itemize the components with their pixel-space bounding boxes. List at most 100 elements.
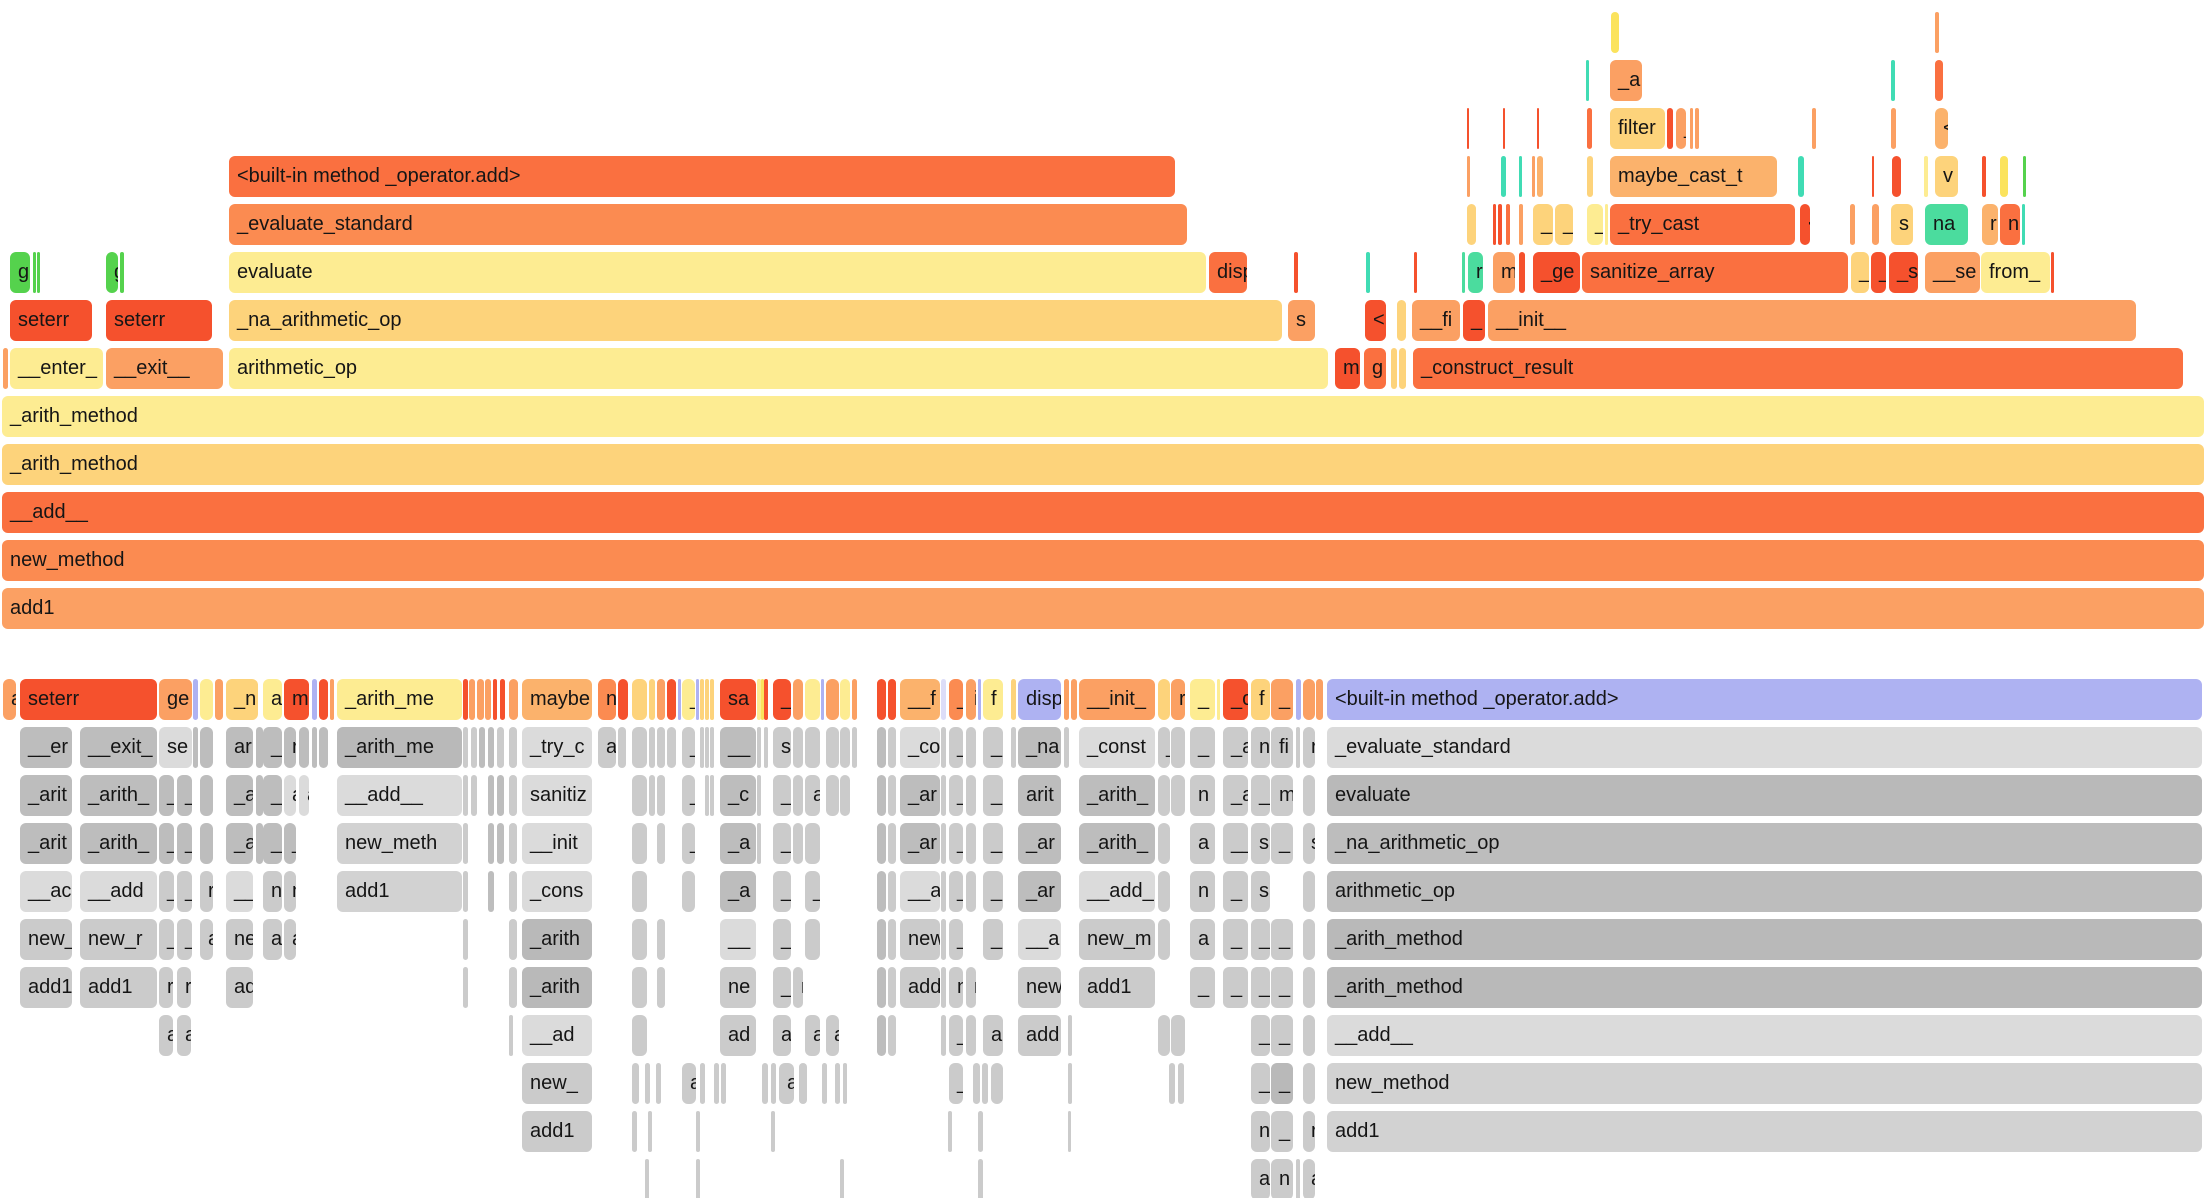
frame-bar-g[interactable]: g [9, 252, 30, 293]
frame-bar-_[interactable]: _ [177, 775, 192, 816]
frame-bar-sliver[interactable] [941, 775, 946, 816]
frame-bar-_arith_[interactable]: _arith_ [1079, 775, 1155, 816]
frame-bar-sliver[interactable] [1667, 108, 1673, 149]
frame-bar-sliver[interactable] [667, 679, 676, 720]
frame-bar-__add__[interactable]: __add__ [1327, 1015, 2202, 1056]
frame-bar-na[interactable]: na [1925, 204, 1968, 245]
frame-bar-__ac[interactable]: __ac [20, 871, 72, 912]
frame-bar-sliver[interactable] [805, 919, 820, 960]
frame-bar-new_method[interactable]: new_method [1, 540, 2204, 581]
frame-bar-_[interactable]: _ [773, 775, 791, 816]
frame-bar-a[interactable]: a [159, 1015, 173, 1056]
frame-bar-_[interactable]: _ [159, 919, 174, 960]
frame-bar-_a[interactable]: _a [720, 871, 756, 912]
frame-bar-sliver[interactable] [632, 871, 647, 912]
frame-bar-_ar[interactable]: _ar [900, 823, 940, 864]
frame-bar-_[interactable]: _ [773, 967, 791, 1008]
frame-bar-sliver[interactable] [1178, 1063, 1184, 1104]
frame-bar-add1[interactable]: add1 [80, 967, 157, 1008]
frame-bar-a[interactable]: a [263, 919, 282, 960]
frame-bar-sliver[interactable] [762, 1063, 768, 1104]
frame-bar-sliver[interactable] [509, 823, 517, 864]
frame-bar-_[interactable]: _ [1190, 967, 1215, 1008]
frame-bar-sliver[interactable] [1064, 727, 1069, 768]
frame-bar-sliver[interactable] [477, 679, 484, 720]
frame-bar-n[interactable]: n [2000, 204, 2020, 245]
frame-bar-sliver[interactable] [1303, 1063, 1315, 1104]
frame-bar-sliver[interactable] [193, 727, 198, 768]
frame-bar-_try_c[interactable]: _try_c [522, 727, 592, 768]
frame-bar-m[interactable]: m [1493, 252, 1515, 293]
frame-bar-sliver[interactable] [1068, 1063, 1072, 1104]
frame-bar-sliver[interactable] [991, 1063, 1003, 1104]
frame-bar-sliver[interactable] [678, 679, 681, 720]
frame-bar-__add__[interactable]: __add__ [1, 492, 2204, 533]
frame-bar-sliver[interactable] [1872, 204, 1879, 245]
frame-bar-sliver[interactable] [1586, 60, 1589, 101]
frame-bar-new_r[interactable]: new_r [80, 919, 157, 960]
frame-bar-a[interactable]: a [805, 775, 820, 816]
frame-bar-sliver[interactable] [1414, 252, 1417, 293]
frame-bar-sliver[interactable] [2, 348, 8, 389]
frame-bar-sliver[interactable] [256, 775, 263, 816]
frame-bar-sliver[interactable] [471, 727, 477, 768]
frame-bar-sliver[interactable] [696, 1111, 700, 1152]
frame-bar-sliver[interactable] [1157, 1015, 1170, 1056]
frame-bar-sliver[interactable] [632, 823, 647, 864]
frame-bar-sliver[interactable] [1498, 204, 1502, 245]
frame-bar-r[interactable]: r [1303, 1111, 1315, 1152]
frame-bar-sliver[interactable] [1399, 348, 1406, 389]
frame-bar-_[interactable]: _ [1271, 1111, 1293, 1152]
frame-bar-_[interactable]: _ [1271, 919, 1293, 960]
frame-bar-sliver[interactable] [1537, 108, 1539, 149]
frame-bar-_[interactable]: _ [949, 919, 963, 960]
frame-bar-sliver[interactable] [1316, 679, 1323, 720]
frame-bar-sliver[interactable] [471, 775, 477, 816]
frame-bar-sliver[interactable] [761, 679, 764, 720]
frame-bar-sliver[interactable] [966, 871, 976, 912]
frame-bar-sliver[interactable] [705, 727, 709, 768]
frame-bar-sliver[interactable] [1935, 60, 1943, 101]
frame-bar-add[interactable]: add [1018, 1015, 1061, 1056]
frame-bar-sliver[interactable] [256, 823, 263, 864]
frame-bar-sliver[interactable] [37, 252, 40, 293]
frame-bar-sliver[interactable] [877, 679, 886, 720]
frame-bar-sliver[interactable] [877, 727, 886, 768]
frame-bar-sliver[interactable] [509, 967, 517, 1008]
frame-bar-_arith_[interactable]: _arith_ [80, 775, 157, 816]
frame-bar-sliver[interactable] [1064, 679, 1069, 720]
frame-bar-sliver[interactable] [497, 727, 504, 768]
frame-bar-__a[interactable]: __a [900, 871, 940, 912]
frame-bar-_a[interactable]: _a [720, 823, 756, 864]
frame-bar-sliver[interactable] [840, 1159, 844, 1198]
frame-bar-__enter_[interactable]: __enter_ [9, 348, 103, 389]
frame-bar-_const[interactable]: _const [1079, 727, 1155, 768]
frame-bar-sliver[interactable] [805, 679, 820, 720]
frame-bar-disp[interactable]: disp [1018, 679, 1061, 720]
frame-bar-sliver[interactable] [200, 679, 213, 720]
frame-bar-seterr[interactable]: seterr [20, 679, 157, 720]
frame-bar-sliver[interactable] [1296, 1159, 1300, 1198]
frame-bar-sliver[interactable] [1849, 204, 1855, 245]
frame-bar-sliver[interactable] [463, 871, 468, 912]
frame-bar-sliver[interactable] [700, 1063, 705, 1104]
frame-bar-sliver[interactable] [1891, 108, 1896, 149]
frame-bar-_[interactable]: _ [949, 775, 963, 816]
frame-bar-s[interactable]: s [1891, 204, 1913, 245]
frame-bar-_arith_[interactable]: _arith_ [80, 823, 157, 864]
frame-bar-r[interactable]: r [200, 871, 213, 912]
frame-bar-_arith_method[interactable]: _arith_method [1327, 967, 2202, 1008]
frame-bar-_[interactable]: _ [177, 823, 192, 864]
frame-bar-sliver[interactable] [840, 775, 850, 816]
frame-bar-sliver[interactable] [1068, 1015, 1072, 1056]
frame-bar-_c[interactable]: _c [720, 775, 756, 816]
frame-bar-sliver[interactable] [941, 967, 946, 1008]
frame-bar-sliver[interactable] [705, 775, 709, 816]
frame-bar-sliver[interactable] [888, 967, 896, 1008]
frame-bar-_[interactable]: _ [1676, 108, 1686, 149]
frame-bar-_arith_me[interactable]: _arith_me [337, 727, 462, 768]
frame-bar-disp[interactable]: disp [1209, 252, 1247, 293]
frame-bar-sliver[interactable] [1892, 156, 1901, 197]
frame-bar-sliver[interactable] [705, 679, 709, 720]
frame-bar-sliver[interactable] [1501, 156, 1506, 197]
